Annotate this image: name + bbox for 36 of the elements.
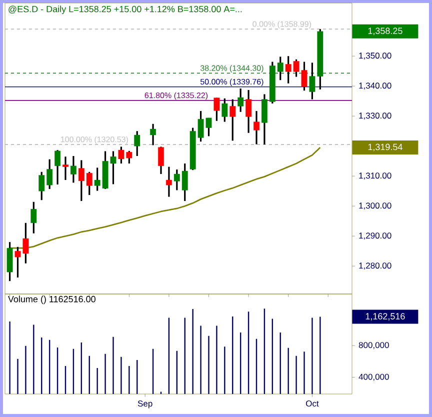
- chart-title: Volume () 1162516.00: [8, 296, 96, 304]
- y-tick-label: 400,000: [358, 374, 389, 381]
- candlestick: [158, 146, 164, 175]
- text: 1,358.25: [368, 28, 402, 36]
- candlestick: [134, 130, 140, 157]
- ref-line-label: 0.00% (1358.99): [252, 20, 311, 28]
- y-tick-label: 1,290.00: [359, 232, 392, 240]
- x-tick-label: Oct: [306, 400, 319, 407]
- candlestick: [222, 98, 228, 123]
- candlestick: [30, 201, 37, 234]
- candlestick: [62, 156, 68, 181]
- x-tick-label: Sep: [138, 400, 152, 408]
- y-tick-label: 1,350.00: [359, 52, 392, 60]
- chart-title: @ES.D - Daily L=1358.25 +15.00 +1.12% B=1358.00 A=...: [8, 6, 242, 14]
- y-tick-label: 1,300.00: [359, 202, 392, 210]
- candlestick: [230, 98, 236, 142]
- text: 1,162,516: [366, 313, 405, 321]
- candlestick: [54, 149, 60, 186]
- candlestick: [70, 155, 76, 184]
- candlestick: [246, 89, 252, 134]
- y-tick-label: 800,000: [358, 342, 389, 350]
- candlestick: [6, 241, 13, 282]
- ref-line-label: 100.00% (1320.53): [61, 136, 128, 144]
- candlestick: [166, 166, 172, 198]
- y-tick-label: 1,280.00: [359, 262, 392, 270]
- ref-line-label: 61.80% (1335.22): [144, 92, 208, 100]
- ref-line-label: 50.00% (1339.76): [200, 78, 264, 86]
- candlestick: [150, 123, 156, 146]
- candlestick: [254, 110, 260, 146]
- ref-line-label: 38.20% (1344.30): [200, 65, 264, 73]
- text: 1,319.54: [368, 144, 402, 152]
- y-tick-label: 1,330.00: [359, 112, 392, 120]
- candlestick: [214, 97, 220, 122]
- y-tick-label: 1,340.00: [359, 82, 392, 90]
- y-tick-label: 1,310.00: [359, 172, 392, 180]
- candlestick: [238, 88, 244, 113]
